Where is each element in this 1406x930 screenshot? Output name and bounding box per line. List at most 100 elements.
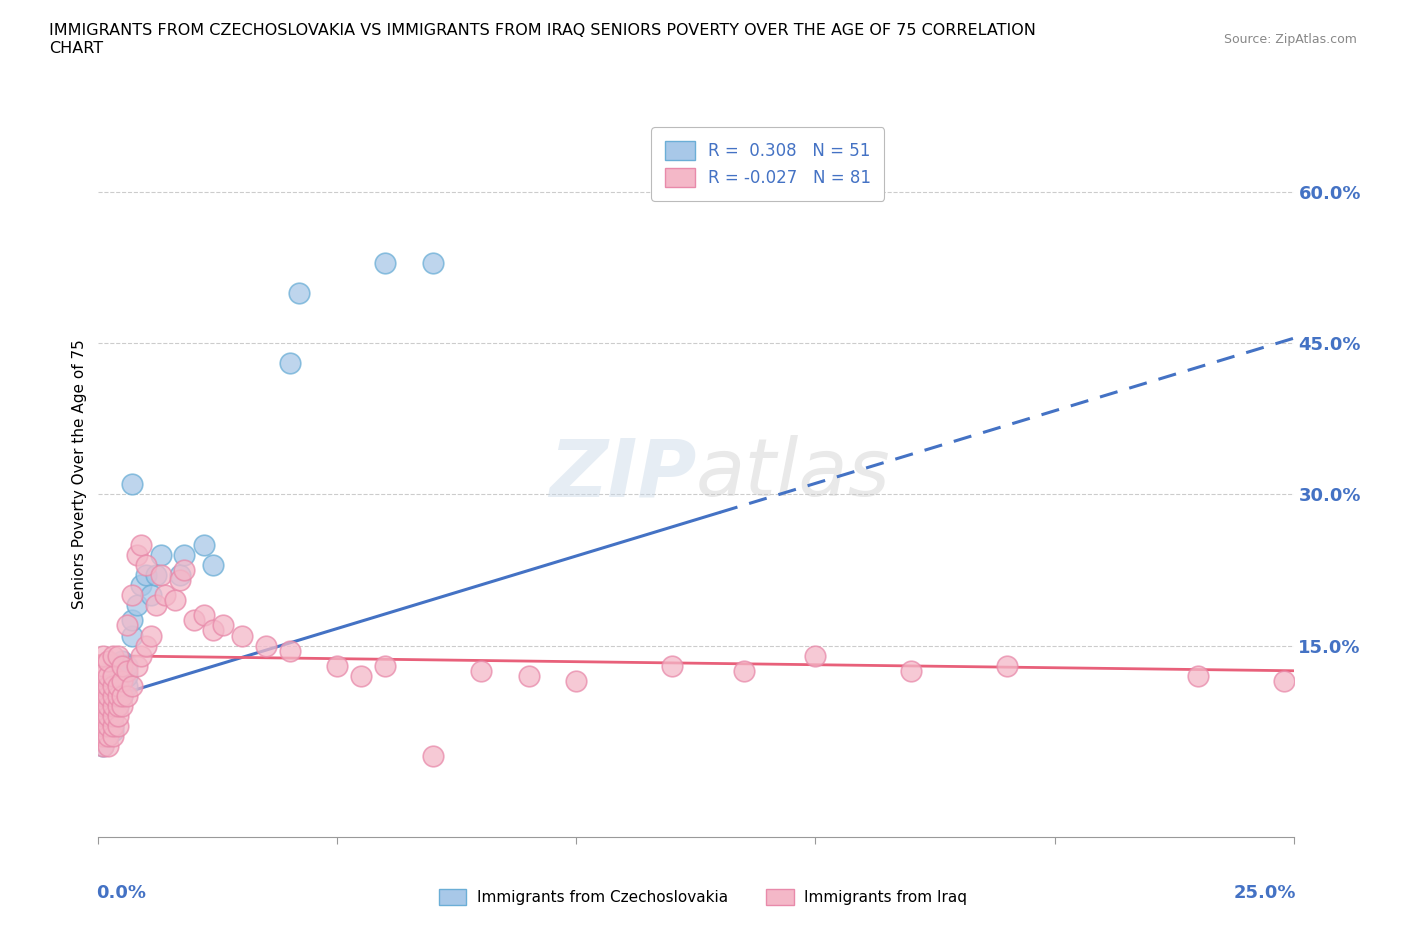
Point (115, 663, 138, 678)
Point (111, 663, 134, 678)
Point (91, 719, 114, 734)
Point (97, 679, 120, 694)
Point (111, 673, 134, 688)
Point (97, 688, 120, 703)
Point (288, 286, 311, 300)
Point (91, 648, 114, 663)
Point (101, 658, 124, 673)
Point (149, 567, 172, 582)
Point (97, 694, 120, 709)
Point (155, 588, 177, 603)
Point (145, 567, 167, 582)
Point (374, 658, 396, 673)
Point (107, 698, 129, 713)
Point (173, 548, 195, 563)
Point (87, 709, 110, 724)
Point (139, 628, 162, 643)
Point (87, 729, 110, 744)
Point (121, 679, 143, 694)
Point (87, 719, 110, 734)
Point (87, 698, 110, 713)
Point (202, 558, 225, 573)
Point (111, 688, 134, 703)
Text: atlas: atlas (696, 435, 891, 513)
Point (115, 679, 138, 694)
Point (111, 658, 134, 673)
Legend: Immigrants from Czechoslovakia, Immigrants from Iraq: Immigrants from Czechoslovakia, Immigran… (433, 883, 973, 911)
Point (107, 679, 129, 694)
Point (145, 598, 167, 613)
Point (91, 688, 114, 703)
Point (97, 719, 120, 734)
Point (900, 663, 922, 678)
Point (97, 738, 120, 753)
Point (91, 719, 114, 734)
Point (131, 538, 153, 552)
Point (101, 669, 124, 684)
Point (193, 608, 215, 623)
Point (87, 688, 110, 703)
Point (97, 704, 120, 719)
Point (565, 673, 588, 688)
Text: ZIP: ZIP (548, 435, 696, 513)
Point (350, 669, 373, 684)
Point (107, 709, 129, 724)
Y-axis label: Seniors Poverty Over the Age of 75: Seniors Poverty Over the Age of 75 (72, 339, 87, 609)
Point (101, 724, 124, 738)
Point (1272, 673, 1295, 688)
Point (125, 598, 148, 613)
Point (101, 709, 124, 724)
Point (97, 709, 120, 724)
Point (169, 567, 191, 582)
Point (101, 694, 124, 709)
Point (91, 729, 114, 744)
Point (87, 688, 110, 703)
Point (87, 698, 110, 713)
Point (115, 669, 138, 684)
Point (422, 256, 444, 271)
Point (101, 679, 124, 694)
Point (91, 698, 114, 713)
Point (470, 663, 492, 678)
Point (91, 679, 114, 694)
Point (125, 658, 148, 673)
Point (101, 709, 124, 724)
Point (422, 749, 444, 764)
Point (135, 567, 157, 582)
Point (131, 648, 153, 663)
Point (254, 638, 277, 653)
Point (135, 558, 157, 573)
Text: IMMIGRANTS FROM CZECHOSLOVAKIA VS IMMIGRANTS FROM IRAQ SENIORS POVERTY OVER THE : IMMIGRANTS FROM CZECHOSLOVAKIA VS IMMIGR… (49, 23, 1036, 56)
Point (107, 698, 129, 713)
Point (91, 709, 114, 724)
Point (115, 688, 138, 703)
Text: 25.0%: 25.0% (1233, 884, 1296, 902)
Point (111, 688, 134, 703)
Point (101, 719, 124, 734)
Point (107, 679, 129, 694)
Point (125, 548, 148, 563)
Point (107, 688, 129, 703)
Point (97, 698, 120, 713)
Point (91, 709, 114, 724)
Point (107, 688, 129, 703)
Point (101, 698, 124, 713)
Point (1187, 669, 1209, 684)
Point (101, 669, 124, 684)
Point (193, 538, 215, 552)
Point (115, 658, 138, 673)
Point (97, 653, 120, 668)
Point (135, 638, 157, 653)
Point (101, 648, 124, 663)
Point (91, 658, 114, 673)
Point (121, 588, 143, 603)
Point (517, 669, 540, 684)
Point (804, 648, 827, 663)
Point (107, 648, 129, 663)
Point (91, 738, 114, 753)
Point (97, 669, 120, 684)
Point (115, 618, 138, 633)
Point (278, 644, 301, 658)
Point (111, 673, 134, 688)
Point (163, 592, 186, 607)
